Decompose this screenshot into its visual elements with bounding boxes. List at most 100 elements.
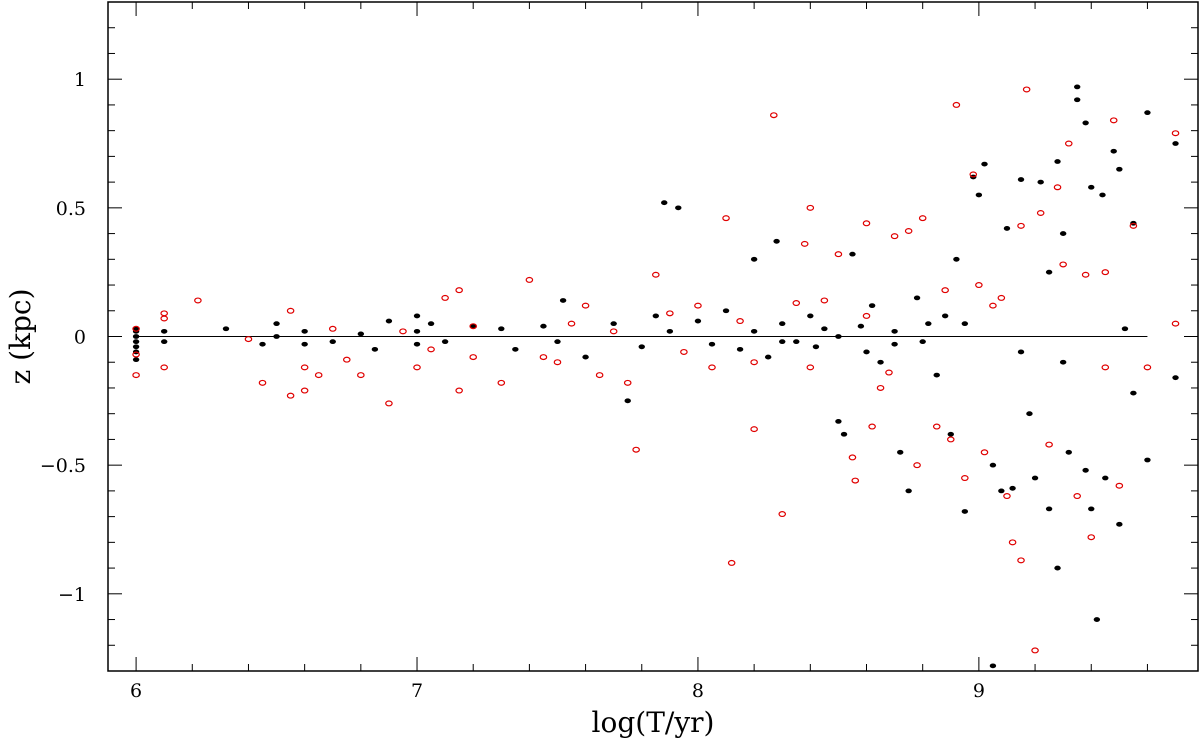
open-circle-point: [946, 436, 955, 443]
open-circle-point: [1101, 364, 1110, 371]
open-circle-point: [806, 364, 815, 371]
filled-point: [1099, 192, 1106, 198]
filled-point: [821, 326, 828, 332]
open-circle-point: [300, 387, 309, 394]
open-circle-point: [1171, 130, 1180, 137]
open-circle-point: [913, 462, 921, 469]
filled-point: [413, 328, 421, 334]
filled-point: [559, 298, 567, 303]
open-circle-point: [1073, 493, 1082, 500]
open-circle-point: [1143, 364, 1152, 371]
filled-point: [1082, 120, 1089, 126]
open-circle-point: [1171, 320, 1180, 327]
filled-point: [357, 331, 365, 337]
y-tick-label: −1: [58, 584, 86, 606]
filled-point: [933, 372, 940, 378]
open-circle-point: [1045, 441, 1053, 448]
filled-point: [947, 431, 954, 437]
filled-point: [540, 323, 547, 329]
open-circle-point: [708, 364, 716, 371]
open-circle-point: [160, 364, 168, 371]
filled-point: [1144, 457, 1151, 463]
open-circle-point: [286, 307, 295, 314]
open-circle-point: [800, 240, 809, 247]
open-circle-point: [1017, 557, 1025, 564]
filled-point: [773, 238, 780, 244]
open-circle-point: [595, 372, 604, 379]
filled-point: [1172, 375, 1179, 381]
open-circle-point: [525, 276, 534, 283]
filled-point: [385, 318, 393, 324]
open-circle-point: [357, 372, 365, 379]
filled-point: [1172, 141, 1179, 146]
filled-point: [793, 339, 800, 345]
filled-point: [1116, 166, 1123, 172]
filled-point: [989, 663, 997, 669]
filled-point: [512, 346, 519, 352]
open-circle-point: [1017, 222, 1025, 229]
x-tick-label: 8: [692, 680, 704, 702]
open-circle-point: [890, 233, 899, 240]
open-circle-point: [961, 475, 969, 482]
filled-point: [953, 256, 960, 262]
filled-point: [1059, 231, 1067, 236]
filled-point: [857, 323, 865, 329]
filled-point: [998, 488, 1005, 494]
open-circle-point: [609, 328, 618, 335]
open-circle-point: [1064, 140, 1073, 147]
y-tick-label: 0: [74, 327, 86, 349]
open-circle-point: [1129, 222, 1138, 229]
filled-point: [1003, 226, 1011, 231]
filled-point: [1088, 184, 1095, 190]
filled-point: [750, 328, 758, 334]
open-circle-point: [632, 446, 640, 453]
open-circle-point: [952, 101, 961, 108]
y-axis-title: z (kpc): [4, 288, 37, 384]
filled-point: [273, 321, 280, 327]
open-circle-point: [427, 346, 435, 353]
filled-point: [413, 341, 421, 347]
open-circle-point: [851, 477, 860, 484]
open-circle-point: [1081, 271, 1090, 278]
open-circle-point: [160, 315, 168, 322]
filled-point: [498, 326, 505, 332]
filled-point: [301, 328, 308, 334]
filled-point: [1110, 148, 1117, 154]
data-points: [132, 84, 1180, 669]
y-tick-label: 1: [74, 69, 86, 91]
filled-point: [371, 346, 379, 352]
open-circle-point: [623, 379, 632, 386]
open-circle-point: [980, 449, 989, 456]
open-circle-point: [258, 379, 267, 386]
filled-point: [1054, 159, 1061, 164]
filled-point: [919, 339, 926, 345]
filled-point: [470, 323, 477, 329]
filled-point: [961, 321, 969, 327]
filled-point: [132, 344, 140, 350]
filled-point: [1037, 179, 1044, 185]
open-circle-point: [567, 320, 576, 327]
filled-point: [779, 321, 786, 327]
filled-point: [905, 488, 912, 494]
open-circle-point: [778, 511, 787, 518]
filled-point: [1065, 449, 1072, 455]
open-circle-point: [1036, 209, 1045, 216]
x-tick-label: 7: [411, 680, 423, 702]
open-circle-point: [539, 354, 548, 361]
filled-point: [835, 419, 842, 424]
axis-tick-labels: 6 7 8 9 1 0.5 0 −0.5 −1: [40, 69, 985, 702]
open-circle-point: [1053, 184, 1062, 191]
open-circle-point: [666, 310, 674, 317]
open-circle-point: [1003, 493, 1011, 500]
filled-point: [638, 344, 645, 350]
filled-point: [764, 354, 772, 360]
filled-point: [913, 295, 921, 301]
filled-point: [1009, 485, 1016, 491]
x-tick-label: 9: [973, 680, 985, 702]
open-circle-point: [904, 228, 913, 235]
open-circle-point: [1087, 534, 1096, 541]
filled-point: [160, 339, 168, 345]
open-circle-point: [941, 287, 949, 294]
open-circle-point: [469, 354, 478, 361]
